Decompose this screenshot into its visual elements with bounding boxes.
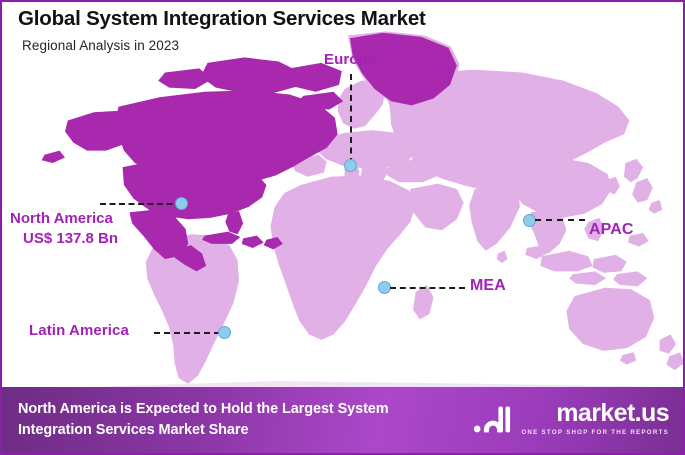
- region-label-mea[interactable]: MEA: [470, 277, 506, 294]
- logo-wordmark: market.us: [556, 399, 669, 427]
- north-america-value: US$ 137.8 Bn: [23, 230, 119, 247]
- map-marker-mea[interactable]: [378, 281, 391, 294]
- world-map-svg: [2, 30, 683, 392]
- map-marker-latin-america[interactable]: [218, 326, 231, 339]
- map-marker-apac[interactable]: [523, 214, 536, 227]
- region-label-latin-america[interactable]: Latin America: [29, 322, 129, 339]
- highlighted-region-north-america: [41, 32, 457, 272]
- region-label-north-america[interactable]: North America US$ 137.8 Bn: [10, 210, 118, 247]
- market-us-logo-icon: [474, 406, 511, 432]
- market-us-logo-text: market.us ONE STOP SHOP FOR THE REPORTS: [521, 399, 669, 437]
- region-label-apac[interactable]: APAC: [589, 221, 634, 238]
- north-america-name: North America: [10, 210, 113, 227]
- footer-banner: North America is Expected to Hold the La…: [2, 387, 683, 453]
- market-us-logo[interactable]: market.us ONE STOP SHOP FOR THE REPORTS: [473, 399, 670, 437]
- map-marker-north-america[interactable]: [175, 197, 188, 210]
- region-label-europe[interactable]: Europe: [324, 51, 377, 68]
- map-marker-europe[interactable]: [344, 159, 357, 172]
- page-subtitle: Regional Analysis in 2023: [22, 38, 180, 53]
- footer-caption: North America is Expected to Hold the La…: [18, 401, 389, 438]
- logo-tagline: ONE STOP SHOP FOR THE REPORTS: [521, 429, 669, 436]
- header: Global System Integration Services Marke…: [2, 2, 683, 62]
- world-map-container: [2, 30, 683, 392]
- page-title: Global System Integration Services Marke…: [18, 7, 426, 30]
